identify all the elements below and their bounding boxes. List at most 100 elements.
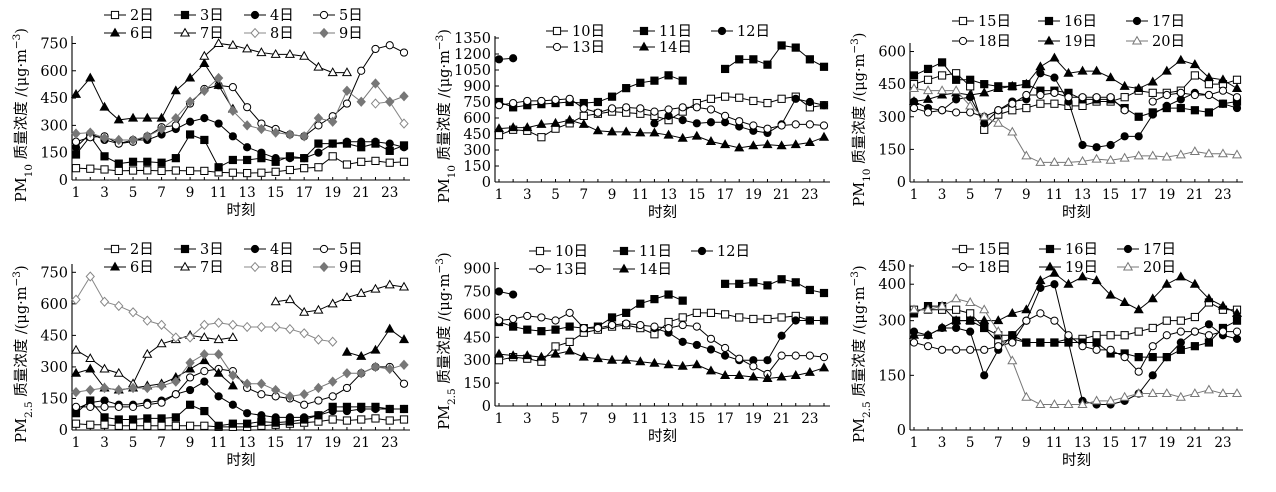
data-point <box>952 108 961 117</box>
data-point <box>1148 97 1157 106</box>
data-point <box>749 278 758 287</box>
data-point <box>71 137 81 146</box>
data-point <box>327 298 338 308</box>
data-point <box>735 354 744 363</box>
data-point <box>1204 80 1214 89</box>
data-point <box>1064 93 1073 102</box>
data-point <box>213 317 224 328</box>
data-point <box>1217 300 1229 310</box>
data-point <box>342 160 352 169</box>
data-point <box>804 137 815 147</box>
data-point <box>342 383 352 393</box>
data-point <box>371 414 380 423</box>
series-19日 <box>908 267 1243 339</box>
y-tick-label: 600 <box>463 307 491 323</box>
series-line <box>275 284 405 313</box>
data-point <box>593 97 603 107</box>
data-point <box>677 360 688 370</box>
data-point <box>493 348 505 358</box>
data-point <box>185 385 195 395</box>
legend-item-19日: 19日 <box>1039 260 1098 276</box>
data-point <box>966 108 975 117</box>
data-point <box>85 72 96 82</box>
data-point <box>1077 271 1088 281</box>
x-tick-label: 9 <box>1022 187 1031 203</box>
legend-label: 19日 <box>1065 260 1098 276</box>
data-point <box>621 126 632 136</box>
data-point <box>399 359 409 370</box>
data-point <box>357 415 366 424</box>
data-point <box>157 158 166 167</box>
data-point <box>356 96 366 107</box>
data-point <box>357 404 366 414</box>
data-point <box>1035 275 1046 285</box>
y-tick-label: 600 <box>40 64 68 80</box>
series-14日 <box>493 114 830 152</box>
data-point <box>199 85 210 96</box>
y-axis-label: PM2.5 质量浓度 /(μg·m−3) <box>434 252 458 429</box>
data-point <box>185 421 195 430</box>
data-point <box>1092 93 1101 102</box>
data-point <box>734 142 745 152</box>
data-point <box>300 413 309 422</box>
data-point <box>937 58 947 67</box>
y-tick-label: 0 <box>59 173 68 189</box>
data-point <box>1189 146 1200 156</box>
data-point <box>100 420 109 429</box>
x-tick-label: 11 <box>632 411 649 427</box>
legend-item-9日: 9日 <box>313 26 363 42</box>
legend-marker <box>618 263 630 273</box>
data-point <box>592 125 603 135</box>
data-point <box>1050 316 1059 325</box>
data-point <box>952 95 961 104</box>
x-tick-label: 9 <box>186 435 195 451</box>
legend-label: 15日 <box>978 242 1011 258</box>
data-point <box>979 87 990 97</box>
data-point <box>270 296 281 306</box>
legend-marker <box>179 261 191 271</box>
data-point <box>243 155 252 165</box>
y-tick-label: 750 <box>40 36 68 52</box>
data-point <box>565 337 574 346</box>
data-point <box>85 363 96 373</box>
data-point <box>1050 88 1059 97</box>
legend-marker <box>180 244 190 254</box>
legend-label: 2日 <box>130 8 154 24</box>
data-point <box>213 334 224 344</box>
data-point <box>1091 275 1102 285</box>
data-point <box>650 119 659 128</box>
data-point <box>664 105 673 114</box>
x-tick-label: 21 <box>773 187 790 203</box>
legend-marker <box>319 27 329 39</box>
data-point <box>735 55 744 64</box>
series-line <box>913 72 1238 131</box>
data-point <box>1078 93 1087 102</box>
data-point <box>213 367 224 377</box>
data-point <box>1190 71 1199 80</box>
data-point <box>171 154 180 163</box>
data-point <box>678 76 687 85</box>
data-point <box>1176 327 1185 336</box>
data-point <box>398 334 410 344</box>
data-point <box>777 275 786 284</box>
data-point <box>1133 388 1144 398</box>
data-point <box>99 132 110 144</box>
data-point <box>185 363 196 373</box>
data-point <box>805 285 814 295</box>
x-tick-label: 7 <box>994 187 1003 203</box>
series-20日 <box>908 83 1243 166</box>
data-point <box>171 112 181 124</box>
data-point <box>579 104 588 113</box>
data-point <box>171 332 181 343</box>
data-point <box>284 48 295 58</box>
data-point <box>776 371 787 381</box>
series-18日 <box>909 309 1242 376</box>
data-point <box>579 111 588 120</box>
legend-label: 14日 <box>659 40 692 56</box>
data-point <box>1007 126 1018 136</box>
data-point <box>1078 140 1087 150</box>
data-point <box>909 338 919 347</box>
legend-marker <box>958 262 968 272</box>
